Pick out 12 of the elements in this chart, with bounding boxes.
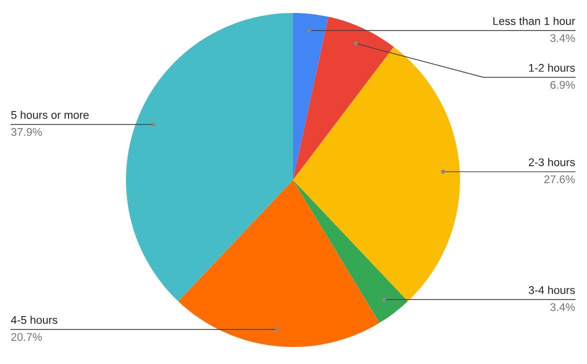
slice-label: 3-4 hours [528,286,575,294]
data-label: 27.6% [544,175,575,184]
data-label: 3.4% [550,303,575,312]
data-label: 20.7% [11,333,42,341]
slice-label: 2-3 hours [528,158,575,166]
data-label: 6.9% [550,80,575,89]
slice-label: 4-5 hours [11,316,58,324]
slice-label: 5 hours or more [11,110,89,119]
slice-label: Less than 1 hour [493,16,576,26]
data-label: 3.4% [550,34,575,42]
data-label: 37.9% [11,128,42,136]
slice-label: 1-2 hours [529,64,575,72]
